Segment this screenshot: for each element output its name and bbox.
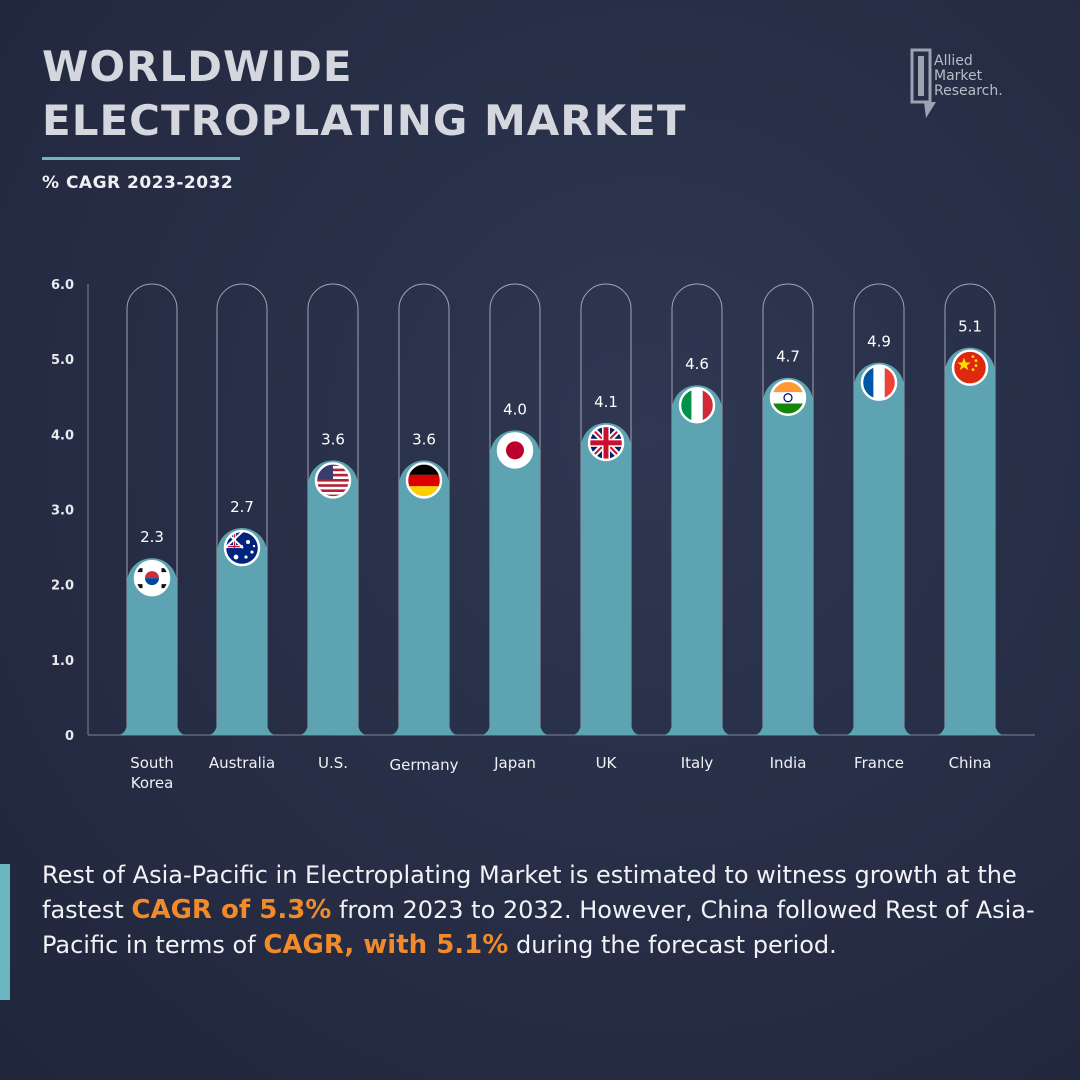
x-tick-label: Italy: [681, 754, 714, 772]
y-tick-label: 6.0: [51, 278, 74, 293]
data-label: 4.6: [685, 355, 709, 373]
bar: [300, 460, 366, 735]
bar-group: 4.7 India: [755, 283, 821, 772]
footer-highlight-1: CAGR of 5.3%: [131, 895, 332, 925]
bar-group: 4.0 Japan: [482, 283, 548, 772]
bar-group: 3.6 U.S.: [300, 283, 366, 772]
y-tick-label: 1.0: [51, 654, 74, 669]
bar-track-outline: [762, 283, 814, 735]
x-tick-label: France: [854, 754, 904, 772]
bar-group: 4.9 France: [846, 283, 912, 772]
germany-flag-icon: [405, 462, 443, 499]
y-tick-label: 0: [65, 729, 74, 744]
us-flag-icon: [314, 462, 352, 499]
bar: [755, 377, 821, 735]
footer-text-2: from 2023 to 2032. However, China follow…: [42, 896, 1035, 959]
bar: [846, 362, 912, 735]
logo-line-1: Allied: [934, 53, 973, 69]
bar: [391, 460, 457, 735]
y-tick-label: 4.0: [51, 428, 74, 443]
x-tick-label: India: [770, 754, 807, 772]
bar-track-outline: [671, 283, 723, 735]
france-flag-icon: [860, 364, 898, 401]
bar-group: 3.6 Germany: [390, 283, 459, 774]
footer-highlight-2: CAGR, with 5.1%: [263, 930, 509, 960]
bar-group: 2.3 South Korea: [119, 283, 185, 792]
title-underline: [42, 157, 240, 160]
y-tick-label: 5.0: [51, 353, 74, 368]
cagr-bar-chart: 0 1.0 2.0 3.0 4.0 5.0 6.0 2.3 South Korea 2.7 Aust…: [51, 278, 1035, 792]
x-tick-label: UK: [596, 754, 618, 772]
south-korea-flag-icon: [133, 559, 171, 597]
bar: [937, 347, 1003, 735]
footer-text-3: during the forecast period.: [508, 931, 837, 959]
data-label: 4.1: [594, 393, 618, 411]
logo-text: Allied Market Research.: [934, 54, 1003, 99]
bar-group: 5.1 China: [937, 283, 1003, 772]
x-tick-label: Australia: [209, 754, 275, 772]
y-tick-label: 2.0: [51, 579, 74, 594]
logo-line-2: Market: [934, 68, 983, 84]
x-tick-label: South: [130, 754, 174, 772]
x-tick-label: Germany: [390, 756, 459, 774]
data-label: 4.9: [867, 333, 891, 351]
bar-group: 4.1 UK: [573, 283, 639, 772]
bar-track-outline: [398, 283, 450, 735]
chart-axis: 0 1.0 2.0 3.0 4.0 5.0 6.0: [51, 278, 1035, 744]
bar: [664, 385, 730, 735]
bar-group: 2.7 Australia: [209, 283, 275, 772]
chart-subtitle: % CAGR 2023-2032: [42, 173, 234, 193]
data-label: 5.1: [958, 318, 982, 336]
x-tick-label: Korea: [131, 774, 174, 792]
italy-flag-icon: [678, 386, 716, 424]
data-label: 2.7: [230, 498, 254, 516]
bar-track-outline: [307, 283, 359, 735]
x-tick-label: China: [949, 754, 992, 772]
china-flag-icon: [951, 349, 989, 386]
chart-bars: 2.3 South Korea 2.7 Australia 3.6 U.S. 3.6 Germa…: [119, 283, 1003, 792]
allied-market-research-logo: Allied Market Research.: [910, 48, 1050, 122]
bar-track-outline: [126, 283, 178, 735]
bar: [119, 558, 185, 735]
data-label: 4.0: [503, 400, 527, 418]
bar-track-outline: [944, 283, 996, 735]
india-flag-icon: [769, 379, 807, 416]
bar: [209, 528, 275, 735]
logo-line-3: Research.: [934, 83, 1003, 99]
bar: [482, 430, 548, 735]
bar-track-outline: [489, 283, 541, 735]
footer-accent-bar: [0, 864, 10, 1000]
bar-track-outline: [853, 283, 905, 735]
data-label: 2.3: [140, 528, 164, 546]
bar-track-outline: [580, 283, 632, 735]
bar: [573, 422, 639, 735]
bar-track-outline: [216, 283, 268, 735]
data-label: 3.6: [321, 430, 345, 448]
uk-flag-icon: [587, 424, 625, 462]
logo-mark-icon: [910, 48, 936, 118]
page-title: WORLDWIDE ELECTROPLATING MARKET: [42, 40, 687, 148]
title-line-1: WORLDWIDE: [42, 42, 353, 91]
footer-text-1: Rest of Asia-Pacific in Electroplating M…: [42, 861, 1017, 924]
data-label: 4.7: [776, 348, 800, 366]
australia-flag-icon: [223, 529, 261, 567]
title-line-2: ELECTROPLATING MARKET: [42, 96, 687, 145]
x-tick-label: Japan: [493, 754, 536, 772]
japan-flag-icon: [496, 432, 534, 469]
footer-summary: Rest of Asia-Pacific in Electroplating M…: [42, 858, 1042, 963]
y-tick-label: 3.0: [51, 504, 74, 519]
x-tick-label: U.S.: [318, 754, 348, 772]
data-label: 3.6: [412, 430, 436, 448]
bar-group: 4.6 Italy: [664, 283, 730, 772]
